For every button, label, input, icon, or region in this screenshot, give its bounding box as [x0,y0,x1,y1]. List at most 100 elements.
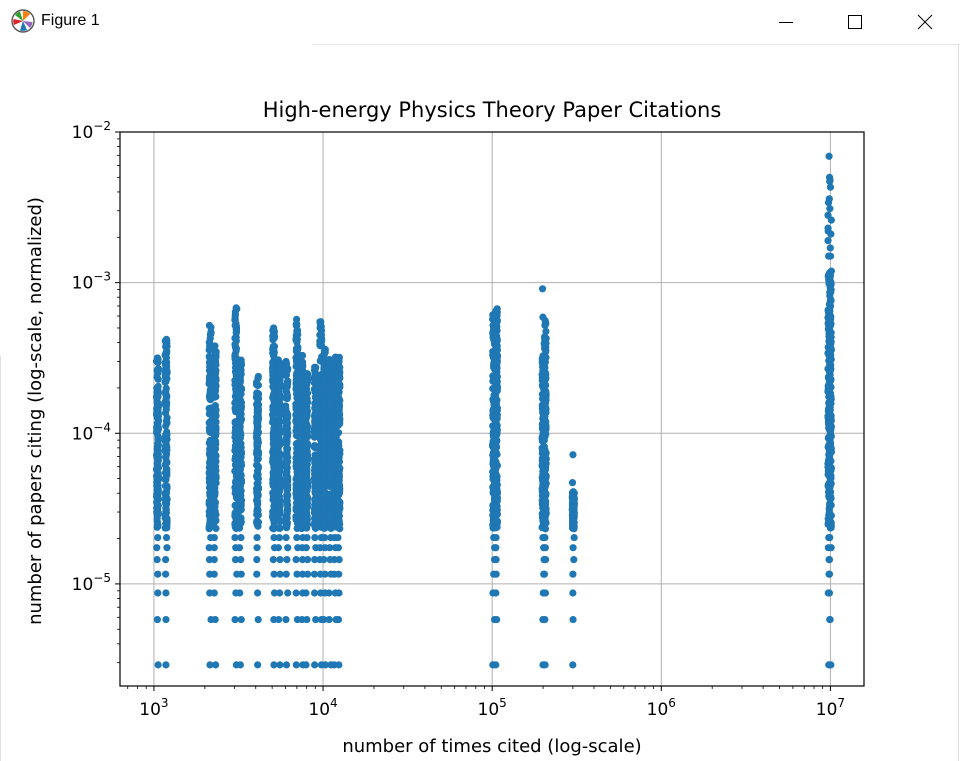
data-point [270,332,278,340]
data-point [541,589,550,597]
data-point [491,418,500,426]
data-point [153,498,161,506]
data-point [161,371,169,379]
data-point [162,387,170,395]
data-point [570,555,578,564]
data-point [302,589,310,597]
data-point [540,436,548,444]
data-point [154,661,162,669]
data-point [493,517,501,525]
data-point [154,533,162,542]
data-point [492,589,500,597]
data-point [237,491,245,499]
minimize-button[interactable] [751,0,821,44]
data-point [303,377,312,385]
data-point [283,514,291,522]
data-point [237,555,245,564]
data-point [293,338,301,346]
data-point [163,399,171,407]
y-tick-label: 10−4 [72,420,111,444]
data-point [236,505,244,513]
data-point [569,661,577,669]
data-point [303,555,312,564]
x-tick-label: 105 [478,696,507,720]
data-point [154,469,162,477]
data-point [276,367,284,375]
data-point [826,244,834,252]
data-point [236,386,244,394]
data-point [276,360,284,369]
data-point [826,272,835,280]
data-point [275,533,284,542]
data-point [569,570,577,578]
minimize-icon [778,14,794,30]
data-point [335,484,344,493]
data-point [162,458,171,466]
chart-title: High-energy Physics Theory Paper Citatio… [263,98,722,122]
data-point [492,394,500,402]
data-point [212,392,220,401]
data-point [237,410,245,418]
data-point [253,570,261,578]
data-point [205,321,213,330]
data-point [541,661,549,669]
window-divider [312,44,960,45]
x-axis-label: number of times cited (log-scale) [342,736,641,757]
data-point [317,331,326,339]
data-point [827,444,835,452]
data-point [541,333,549,341]
data-point [325,615,333,624]
data-point [292,411,300,419]
data-point [542,393,550,401]
data-point [541,404,549,412]
data-point [825,195,833,203]
data-point [253,555,261,564]
y-tick-label: 10−2 [72,119,111,143]
data-point [541,555,550,564]
data-point [302,397,310,406]
data-point [825,385,834,393]
data-point [211,510,219,519]
data-point [282,661,291,669]
data-point [827,661,835,669]
data-point [254,420,262,428]
data-point [236,520,245,528]
data-point [569,451,577,459]
data-point [826,305,834,314]
maximize-button[interactable] [820,0,890,44]
data-point [153,555,161,564]
data-point [284,410,292,419]
data-point [303,456,311,464]
data-point [298,555,307,564]
data-point [269,479,277,487]
data-point [270,347,278,355]
data-point [493,411,501,419]
data-point [235,544,244,552]
data-point [283,470,291,478]
data-point [542,346,550,354]
window-title: Figure 1 [41,12,100,29]
data-point [275,387,283,395]
data-point [154,475,162,483]
data-point [540,428,549,436]
data-point [492,533,500,542]
data-point [570,495,578,504]
data-point [253,485,261,493]
data-point [283,555,291,564]
data-point [275,469,283,477]
data-point [292,322,301,330]
data-point [210,555,218,564]
data-point [303,503,312,511]
close-button[interactable] [890,0,960,44]
data-point [154,423,162,431]
data-point [253,589,262,597]
window-border-left [0,356,1,761]
data-point [319,499,328,508]
matplotlib-icon [11,9,35,33]
data-point [270,570,278,578]
data-point [275,452,283,461]
data-point [335,589,343,597]
data-point [569,615,577,624]
data-point [312,615,320,624]
data-point [269,555,277,564]
